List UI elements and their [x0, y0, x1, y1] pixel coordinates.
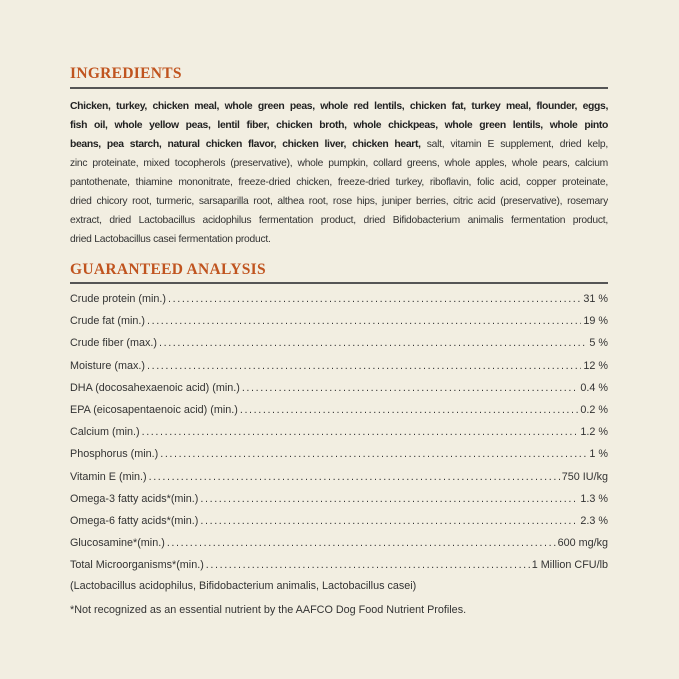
dot-leader	[167, 532, 556, 554]
analysis-value: 1 Million CFU/lb	[531, 559, 608, 572]
dot-leader	[142, 421, 579, 443]
ingredients-line: dried Lactobacillus casei fermentation p…	[70, 230, 608, 249]
analysis-value: 5 %	[589, 337, 608, 350]
analysis-row: DHA (docosahexaenoic acid) (min.) 0.4 %	[70, 377, 608, 399]
dot-leader	[200, 488, 578, 510]
ingredients-primary-text: fish oil, whole yellow peas, lentil fibe…	[70, 120, 608, 131]
analysis-value: 0.4 %	[580, 381, 608, 394]
ingredients-secondary-text: dried chicory root, turmeric, sarsaparil…	[70, 196, 608, 207]
analysis-value: 750 IU/kg	[561, 470, 608, 483]
analysis-row: Omega-3 fatty acids*(min.) 1.3 %	[70, 488, 608, 510]
analysis-row: Crude protein (min.) 31 %	[70, 288, 608, 310]
dot-leader	[200, 510, 578, 532]
dot-leader	[206, 554, 530, 576]
ingredients-primary-text: beans, pea starch, natural chicken flavo…	[70, 139, 421, 150]
analysis-label: Moisture (max.)	[70, 359, 145, 372]
ingredients-line: pantothenate, thiamine mononitrate, free…	[70, 173, 608, 192]
dot-leader	[147, 310, 581, 332]
dot-leader	[242, 377, 579, 399]
analysis-label: Crude fiber (max.)	[70, 337, 157, 350]
dot-leader	[160, 443, 587, 465]
ingredients-secondary-text: extract, dried Lactobacillus acidophilus…	[70, 215, 608, 226]
analysis-value: 0.2 %	[580, 403, 608, 416]
analysis-label: Glucosamine*(min.)	[70, 537, 165, 550]
analysis-row: EPA (eicosapentaenoic acid) (min.) 0.2 %	[70, 399, 608, 421]
analysis-row: Crude fiber (max.) 5 %	[70, 332, 608, 354]
analysis-label: Phosphorus (min.)	[70, 448, 159, 461]
analysis-label: Crude protein (min.)	[70, 293, 167, 305]
analysis-value: 31 %	[583, 293, 608, 305]
ingredients-line: beans, pea starch, natural chicken flavo…	[70, 135, 608, 154]
ingredients-secondary-text: dried Lactobacillus casei fermentation p…	[70, 234, 271, 245]
analysis-label: Calcium (min.)	[70, 426, 140, 439]
analysis-label: Omega-3 fatty acids*(min.)	[70, 492, 199, 505]
ingredients-list: Chicken, turkey, chicken meal, whole gre…	[70, 97, 608, 249]
analysis-row: Vitamin E (min.) 750 IU/kg	[70, 466, 608, 488]
analysis-value: 1 %	[589, 448, 608, 461]
analysis-value: 19 %	[583, 315, 608, 328]
analysis-value: 2.3 %	[580, 514, 608, 527]
analysis-row: Crude fat (min.) 19 %	[70, 310, 608, 332]
analysis-label: Crude fat (min.)	[70, 315, 145, 328]
analysis-divider	[70, 282, 608, 284]
analysis-value: 1.2 %	[580, 426, 608, 439]
analysis-row: Phosphorus (min.) 1 %	[70, 443, 608, 465]
ingredients-line: dried chicory root, turmeric, sarsaparil…	[70, 192, 608, 211]
analysis-row: Total Microorganisms*(min.) 1 Million CFU…	[70, 554, 608, 576]
analysis-label: Total Microorganisms*(min.)	[70, 559, 204, 572]
ingredients-primary-text: Chicken, turkey, chicken meal, whole gre…	[70, 101, 608, 112]
analysis-row: Calcium (min.) 1.2 %	[70, 421, 608, 443]
analysis-label: EPA (eicosapentaenoic acid) (min.)	[70, 403, 238, 416]
dot-leader	[149, 466, 560, 488]
ingredients-line: Chicken, turkey, chicken meal, whole gre…	[70, 97, 608, 116]
analysis-row: Moisture (max.) 12 %	[70, 355, 608, 377]
analysis-value: 12 %	[583, 359, 608, 372]
dot-leader	[147, 355, 581, 377]
analysis-value: 600 mg/kg	[557, 537, 608, 550]
ingredients-secondary-text: salt, vitamin E supplement, dried kelp,	[420, 139, 608, 150]
ingredients-secondary-text: zinc proteinate, mixed tocopherols (pres…	[70, 158, 608, 169]
ingredients-line: extract, dried Lactobacillus acidophilus…	[70, 211, 608, 230]
footnote: *Not recognized as an essential nutrient…	[70, 604, 467, 616]
analysis-label: Omega-6 fatty acids*(min.)	[70, 514, 199, 527]
analysis-label: Vitamin E (min.)	[70, 470, 147, 483]
ingredients-line: zinc proteinate, mixed tocopherols (pres…	[70, 154, 608, 173]
analysis-row: Glucosamine*(min.) 600 mg/kg	[70, 532, 608, 554]
ingredients-heading: INGREDIENTS	[70, 65, 182, 82]
ingredients-line: fish oil, whole yellow peas, lentil fibe…	[70, 116, 608, 135]
analysis-row: Omega-6 fatty acids*(min.) 2.3 %	[70, 510, 608, 532]
ingredients-secondary-text: pantothenate, thiamine mononitrate, free…	[70, 177, 608, 188]
analysis-heading: GUARANTEED ANALYSIS	[70, 261, 266, 278]
dot-leader	[159, 332, 587, 354]
microorganisms-note: (Lactobacillus acidophilus, Bifidobacter…	[70, 580, 417, 592]
ingredients-divider	[70, 87, 608, 89]
dot-leader	[168, 288, 581, 310]
dot-leader	[240, 399, 579, 421]
analysis-label: DHA (docosahexaenoic acid) (min.)	[70, 381, 240, 394]
analysis-table: Crude protein (min.) 31 % Crude fat (min.)…	[70, 288, 608, 576]
analysis-value: 1.3 %	[580, 492, 608, 505]
